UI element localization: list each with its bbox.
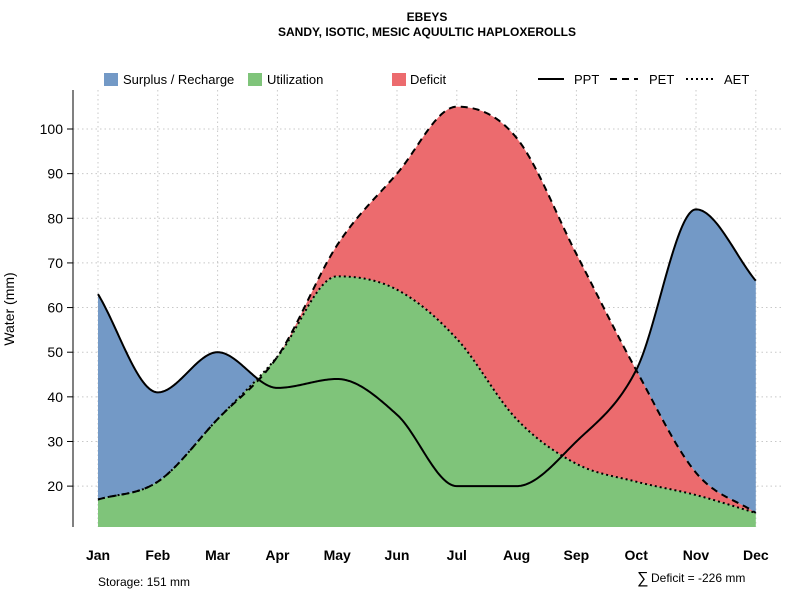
y-tick-label: 40	[47, 389, 63, 405]
x-tick-label-jun: Jun	[385, 547, 410, 563]
legend-label-ppt: PPT	[574, 72, 599, 87]
x-tick-label-feb: Feb	[145, 547, 170, 563]
legend-label-aet: AET	[724, 72, 749, 87]
sum-symbol: ∑	[637, 570, 648, 587]
y-tick-label: 60	[47, 300, 63, 316]
x-tick-label-jul: Jul	[447, 547, 467, 563]
chart-subtitle: SANDY, ISOTIC, MESIC AQUULTIC HAPLOXEROL…	[278, 25, 576, 39]
y-tick-label: 100	[40, 121, 64, 137]
legend-swatch-utilization	[248, 73, 262, 86]
y-tick-label: 30	[47, 433, 63, 449]
y-axis-title: Water (mm)	[1, 272, 17, 345]
area-fills	[98, 106, 756, 527]
ppt-line	[97, 208, 757, 488]
y-tick-label: 20	[47, 478, 63, 494]
x-tick-label-aug: Aug	[503, 547, 530, 563]
y-tick-label: 90	[47, 166, 63, 182]
deficit-annotation: Deficit = -226 mm	[651, 571, 745, 585]
x-tick-label-mar: Mar	[205, 547, 230, 563]
legend-swatch-deficit	[392, 73, 406, 86]
x-tick-label-may: May	[324, 547, 351, 563]
y-tick-label: 50	[47, 344, 63, 360]
x-tick-label-apr: Apr	[265, 547, 290, 563]
legend-swatch-surplus-recharge	[104, 73, 118, 86]
axes: 20 30 40 50 60 70 80 90 100 Jan Feb Mar Apr May Jun Jul…	[40, 90, 769, 563]
legend-label-deficit: Deficit	[410, 72, 447, 87]
x-tick-label-sep: Sep	[564, 547, 590, 563]
x-tick-label-jan: Jan	[86, 547, 110, 563]
surplus-area	[98, 106, 756, 513]
series-lines	[97, 105, 757, 514]
x-tick-label-dec: Dec	[743, 547, 769, 563]
storage-annotation: Storage: 151 mm	[98, 575, 190, 589]
pet-line	[97, 105, 757, 514]
legend-label-utilization: Utilization	[267, 72, 323, 87]
x-tick-label-oct: Oct	[625, 547, 649, 563]
legend-label-surplus-recharge: Surplus / Recharge	[123, 72, 234, 87]
legend: Surplus / Recharge Utilization Deficit PPT P…	[104, 72, 749, 87]
y-tick-label: 70	[47, 255, 63, 271]
legend-label-pet: PET	[649, 72, 674, 87]
x-tick-label-nov: Nov	[683, 547, 710, 563]
chart-title: EBEYS	[407, 10, 448, 24]
aet-line	[97, 275, 757, 514]
utilization-area	[98, 276, 756, 527]
y-tick-label: 80	[47, 210, 63, 226]
